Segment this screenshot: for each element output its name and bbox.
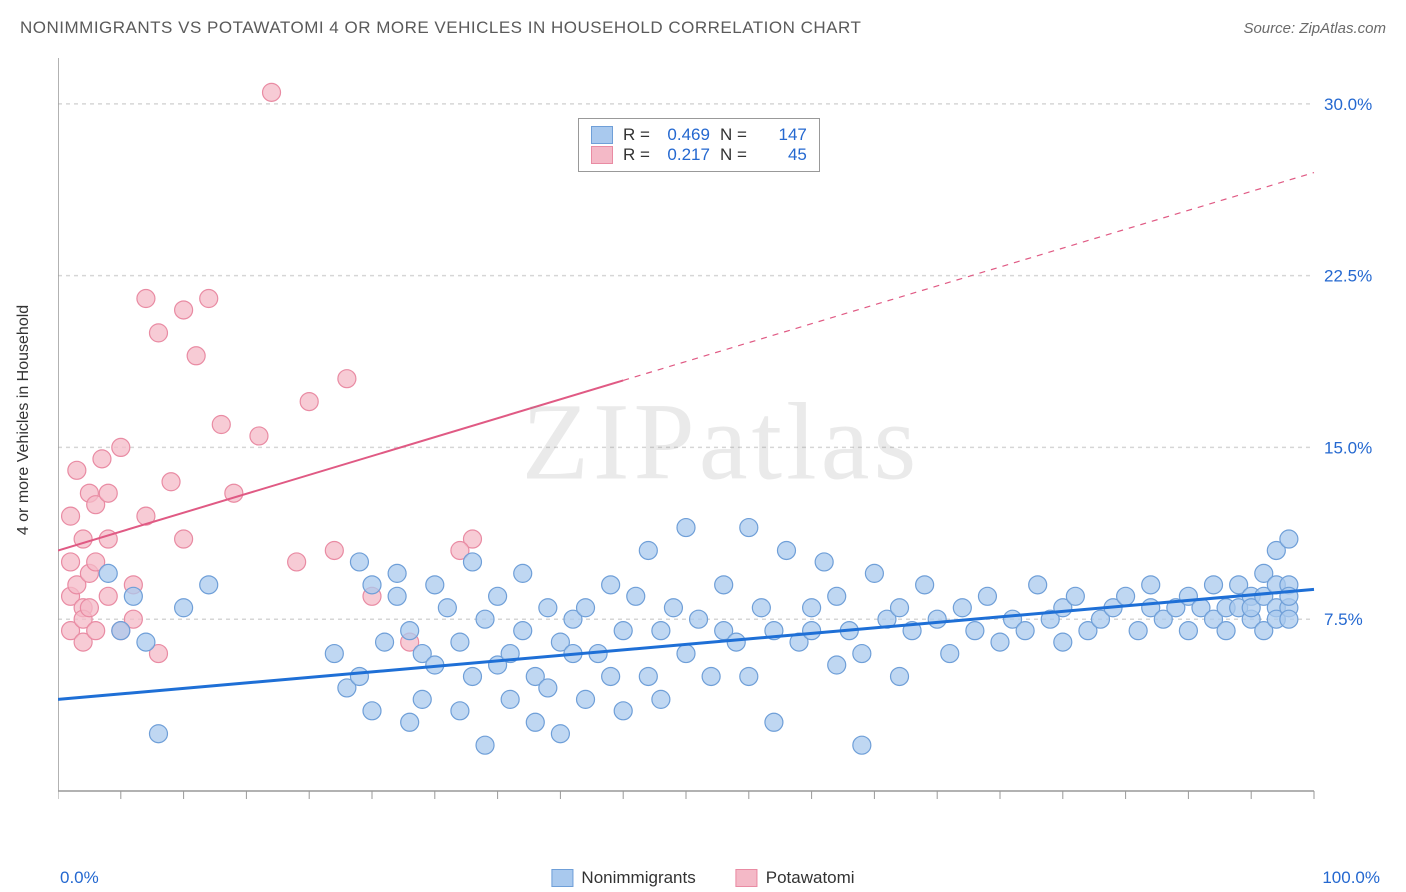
r-val-2: 0.217	[660, 145, 710, 165]
scatter-plot-svg: 7.5% 15.0% 22.5% 30.0%	[58, 58, 1384, 826]
svg-text:30.0%: 30.0%	[1324, 95, 1372, 114]
svg-text:15.0%: 15.0%	[1324, 438, 1372, 457]
n-val-1: 147	[757, 125, 807, 145]
x-label-right: 100.0%	[1322, 868, 1380, 888]
legend-item-blue: Nonimmigrants	[551, 868, 695, 888]
svg-text:7.5%: 7.5%	[1324, 610, 1363, 629]
stats-legend: R = 0.469 N = 147 R = 0.217 N = 45	[578, 118, 820, 172]
chart-title: NONIMMIGRANTS VS POTAWATOMI 4 OR MORE VE…	[20, 18, 861, 38]
legend-swatch-pink	[736, 869, 758, 887]
n-label-2: N =	[720, 145, 747, 165]
r-val-1: 0.469	[660, 125, 710, 145]
chart-header: NONIMMIGRANTS VS POTAWATOMI 4 OR MORE VE…	[20, 18, 1386, 38]
legend-item-pink: Potawatomi	[736, 868, 855, 888]
svg-text:22.5%: 22.5%	[1324, 267, 1372, 286]
n-label-1: N =	[720, 125, 747, 145]
swatch-blue	[591, 126, 613, 144]
r-label-1: R =	[623, 125, 650, 145]
x-label-left: 0.0%	[60, 868, 99, 888]
n-val-2: 45	[757, 145, 807, 165]
y-axis-label: 4 or more Vehicles in Household	[15, 305, 33, 535]
r-label-2: R =	[623, 145, 650, 165]
stats-row-1: R = 0.469 N = 147	[591, 125, 807, 145]
stats-row-2: R = 0.217 N = 45	[591, 145, 807, 165]
plot-area: 7.5%15.0%22.5%30.0% ZIPatlas R = 0.469 N…	[58, 58, 1384, 826]
legend-label-pink: Potawatomi	[766, 868, 855, 888]
bottom-legend: Nonimmigrants Potawatomi	[551, 868, 854, 888]
swatch-pink	[591, 146, 613, 164]
legend-label-blue: Nonimmigrants	[581, 868, 695, 888]
legend-swatch-blue	[551, 869, 573, 887]
source-label: Source: ZipAtlas.com	[1243, 20, 1386, 37]
